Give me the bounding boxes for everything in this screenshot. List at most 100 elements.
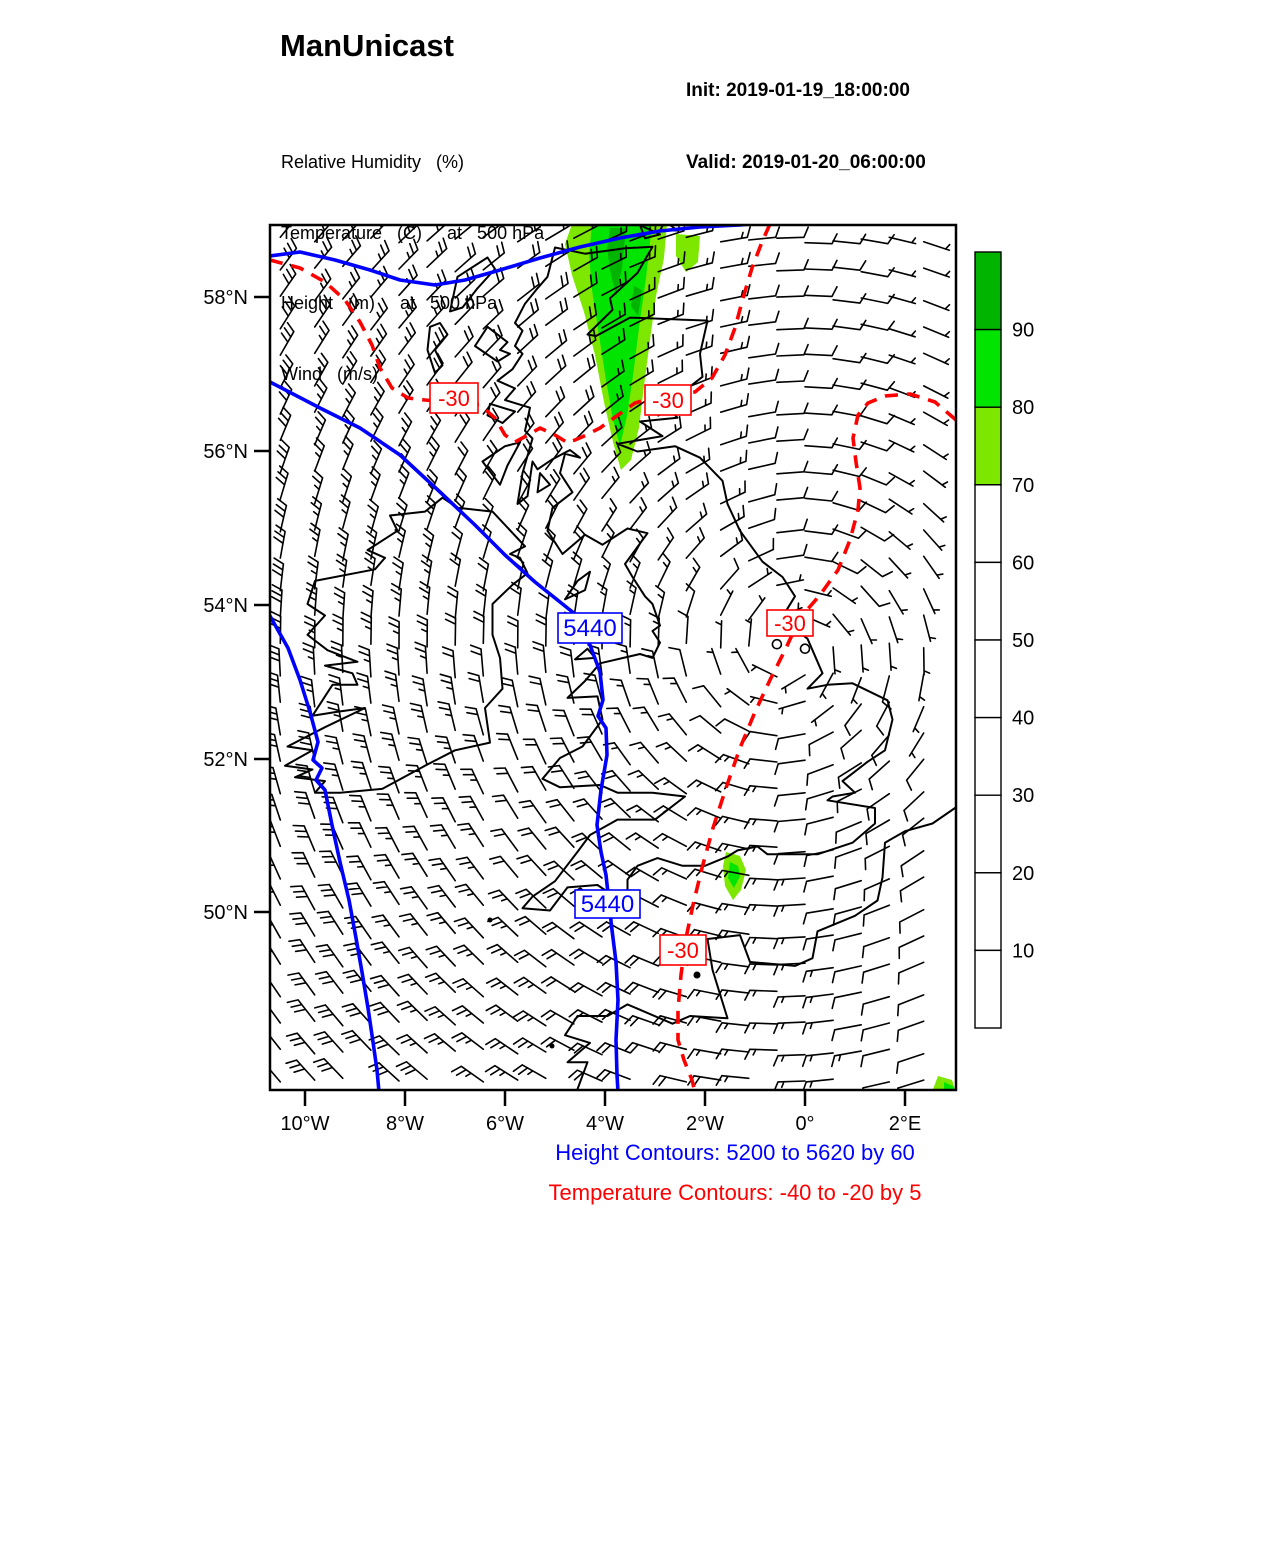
wind-barb-icon [426,237,448,268]
wind-barb-icon [516,854,547,877]
wind-barb-icon [677,610,689,645]
wind-barb-icon [662,677,688,703]
wind-barb-icon [342,225,358,241]
wind-barb-icon [888,328,917,338]
wind-barb-icon [901,817,925,847]
wind-barb-icon [861,963,891,984]
wind-barb-icon [865,819,891,846]
wind-barb-icon [832,319,867,331]
wind-barb-icon [896,1020,925,1043]
wind-barb-icon [715,1022,750,1033]
wind-barb-icon [313,411,327,446]
wind-barb-icon [834,847,862,869]
contour-label-box [659,934,707,966]
contour-label-box [574,889,641,919]
wind-barb-icon [804,790,834,811]
wind-barb-icon [685,502,708,533]
temperature-contour-line [676,392,956,1090]
wind-barb-icon [614,642,631,674]
wind-barb-icon [573,385,595,416]
wind-barb-icon [922,444,949,461]
wind-barb-icon [407,736,428,766]
wind-barb-icon [545,225,570,241]
wind-barb-icon [860,644,870,673]
wind-barb-icon [657,359,684,384]
colorbar-segment [974,716,1002,796]
wind-barb-icon [888,269,917,278]
wind-barb-icon [583,672,603,703]
wind-barb-icon [773,962,806,976]
wind-barb-icon [601,498,618,532]
wind-barb-icon [773,1021,806,1035]
wind-barb-icon [312,1058,344,1080]
wind-barb-icon [518,799,547,824]
wind-barbs [270,225,951,1090]
wind-barb-icon [601,328,626,355]
wind-barb-icon [515,522,528,558]
wind-barb-icon [270,671,282,703]
wind-barb-icon [868,760,891,791]
wind-barb-icon [888,642,898,671]
wind-barb-icon [390,582,403,617]
wind-barb-icon [804,437,839,449]
wind-barb-icon [860,267,895,278]
wind-barb-icon [808,731,834,757]
run-times: Init: 2019-01-19_18:00:00 Valid: 2019-01… [686,31,926,223]
wind-barb-icon [862,904,891,927]
wind-barb-icon [522,738,547,765]
wind-barb-icon [773,850,806,865]
wind-barb-icon [743,877,778,889]
wind-barb-icon [482,382,501,415]
wind-barb-icon [888,472,915,487]
wind-barb-icon [832,560,867,575]
wind-barb-icon [514,915,547,935]
wind-barb-icon [776,428,809,442]
wind-barb-icon [776,402,809,416]
wind-barb-icon [657,446,681,476]
wind-barb-icon [900,850,925,878]
y-axis-tick-label: 54°N [203,595,248,617]
wind-barb-icon [573,245,599,272]
coastline-great-britain [496,245,894,912]
temperature-contour-note: Temperature Contours: -40 to -20 by 5 [548,1180,922,1205]
wind-barb-icon [320,823,344,850]
wind-barb-icon [512,1064,547,1080]
wind-barb-icon [748,451,779,471]
wind-barb-icon [423,1033,456,1052]
wind-barb-icon [748,226,781,241]
wind-barb-icon [831,1050,862,1068]
wind-barb-icon [781,674,806,694]
wind-barb-icon [831,991,862,1010]
wind-barb-icon [922,385,950,399]
contour-label-box [766,609,814,637]
wind-barb-icon [719,589,734,616]
wind-barb-icon [484,1064,519,1081]
humidity-patch-medium [728,862,740,888]
page-title: ManUnicast [280,28,454,63]
wind-barb-icon [313,1031,344,1053]
wind-barb-icon [365,525,378,560]
colorbar-segment [974,484,1002,564]
wind-barb-icon [802,1078,834,1090]
wind-barb-icon [467,671,485,703]
wind-barb-icon [802,993,834,1009]
wind-barb-icon [545,494,559,529]
wind-barb-icon [715,962,750,974]
wind-barb-icon [507,615,519,649]
wind-barb-icon [384,670,400,703]
wind-barb-icon [313,352,329,387]
wind-barb-icon [888,413,916,426]
wind-barb-icon [596,1069,631,1081]
wind-barb-icon [342,435,354,471]
wind-barb-icon [535,613,547,647]
wind-barb-icon [396,1000,428,1022]
wind-barb-icon [654,777,688,795]
wind-barb-icon [903,791,925,822]
wind-barb-icon [652,1041,688,1054]
wind-barb-icon [473,610,485,645]
wind-barb-icon [657,302,685,326]
wind-barb-icon [270,854,282,880]
wind-barb-icon [541,948,575,966]
wind-barb-icon [844,703,862,736]
wind-barb-icon [457,822,485,848]
